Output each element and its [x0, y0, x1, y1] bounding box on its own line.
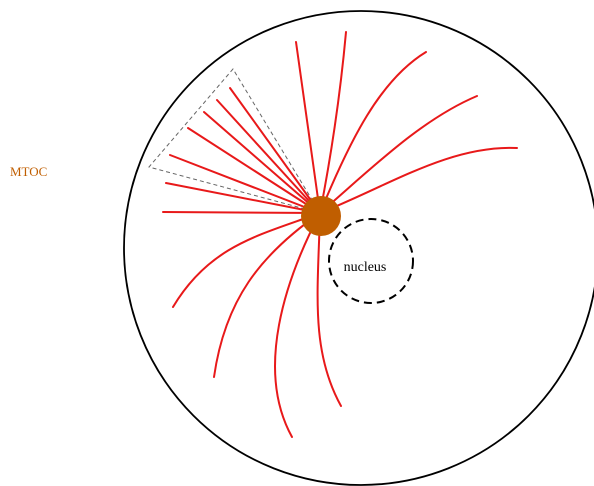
microtubule: [162, 211, 321, 214]
microtubules: [162, 31, 518, 438]
mtoc-body: [301, 196, 341, 236]
microtubule: [319, 51, 427, 214]
microtubule: [169, 154, 321, 214]
nucleus-outline: [328, 218, 414, 304]
microtubule: [319, 146, 518, 214]
nucleus-label: nucleus: [344, 260, 387, 275]
microtubule: [274, 212, 321, 438]
microtubule: [165, 182, 321, 214]
microtubule: [319, 95, 478, 214]
microtubule: [316, 212, 342, 407]
microtubule: [229, 87, 321, 214]
microtubule: [187, 127, 321, 214]
microtubule: [319, 31, 347, 214]
wedge-outline: [148, 68, 322, 214]
cell-membrane: [123, 10, 594, 486]
microtubule: [216, 99, 321, 214]
microtubule: [213, 212, 321, 378]
microtubule: [295, 41, 321, 214]
mtoc-label: MTOC: [10, 164, 47, 179]
microtubule: [172, 212, 321, 308]
microtubule: [203, 111, 321, 214]
